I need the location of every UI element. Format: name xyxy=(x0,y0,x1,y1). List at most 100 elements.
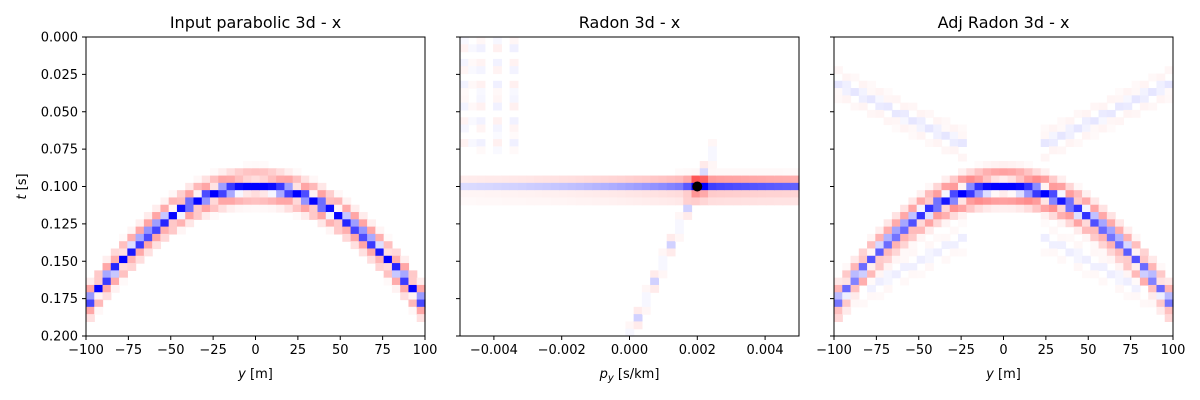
heatmap-cell xyxy=(517,175,527,184)
heatmap-cell xyxy=(958,124,967,133)
heatmap-cell xyxy=(367,219,376,228)
heatmap-cell xyxy=(493,131,502,140)
heatmap-cell xyxy=(875,248,885,257)
heatmap-cell xyxy=(683,204,693,213)
heatmap-cell xyxy=(941,241,951,250)
heatmap-cell xyxy=(933,212,943,220)
heatmap-cell xyxy=(724,175,734,184)
heatmap-cell xyxy=(185,182,195,191)
heatmap-cell xyxy=(625,190,635,199)
heatmap-cell xyxy=(325,197,335,206)
heatmap-cell xyxy=(1073,226,1083,235)
heatmap-cell xyxy=(493,139,502,147)
heatmap-cell xyxy=(891,117,901,126)
heatmap-cell xyxy=(699,182,709,191)
heatmap-cell xyxy=(1015,204,1025,213)
heatmap-cell xyxy=(375,255,385,264)
heatmap-cell xyxy=(883,241,893,250)
heatmap-cell xyxy=(367,255,376,264)
heatmap-cell xyxy=(1139,277,1149,286)
heatmap-cell xyxy=(550,190,560,199)
heatmap-cell xyxy=(176,212,186,220)
heatmap-cell xyxy=(534,197,544,206)
heatmap-cell xyxy=(300,190,310,199)
heatmap-cell xyxy=(716,190,726,199)
heatmap-cell xyxy=(484,197,494,206)
heatmap-cell xyxy=(559,175,569,184)
heatmap-cell xyxy=(641,299,651,308)
heatmap-cell xyxy=(1007,190,1017,199)
heatmap-cell xyxy=(1048,204,1058,213)
heatmap-cell xyxy=(476,44,486,53)
heatmap-cell xyxy=(900,219,910,228)
heatmap-cell xyxy=(916,233,926,242)
heatmap-cell xyxy=(1131,80,1141,89)
heatmap-cell xyxy=(400,270,410,279)
heatmap-cell xyxy=(900,263,910,271)
heatmap-cell xyxy=(982,175,992,184)
heatmap-cell xyxy=(883,219,893,228)
x-tick-label: −75 xyxy=(115,343,142,358)
heatmap-cell xyxy=(867,88,876,96)
heatmap-cell xyxy=(1057,124,1067,133)
heatmap-cell xyxy=(1106,226,1116,235)
heatmap-cell xyxy=(1123,263,1133,271)
heatmap-cell xyxy=(1131,109,1141,118)
heatmap-cell xyxy=(732,190,742,199)
heatmap-cell xyxy=(284,197,294,206)
heatmap-cell xyxy=(1115,88,1124,96)
heatmap-cell xyxy=(542,175,552,184)
heatmap-cell xyxy=(850,284,860,293)
heatmap-cell xyxy=(1164,88,1174,96)
heatmap-cell xyxy=(1156,292,1166,301)
heatmap-cell xyxy=(243,204,252,213)
heatmap-cell xyxy=(749,182,759,191)
heatmap-cell xyxy=(699,197,709,206)
heatmap-cell xyxy=(325,204,335,213)
heatmap-cell xyxy=(1015,168,1025,177)
heatmap-cell xyxy=(1123,226,1133,235)
heatmap-cell xyxy=(924,190,934,199)
heatmap-cell xyxy=(674,190,684,199)
heatmap-cell xyxy=(592,175,602,184)
heatmap-cell xyxy=(699,190,709,199)
heatmap-cell xyxy=(110,255,120,264)
heatmap-cell xyxy=(699,160,709,169)
heatmap-cell xyxy=(924,255,934,264)
heatmap-cell xyxy=(493,197,502,206)
heatmap-cell xyxy=(493,182,502,191)
x-tick-label: 0.004 xyxy=(746,343,783,358)
heatmap-cell xyxy=(176,190,186,199)
panel-title-3: Adj Radon 3d - x xyxy=(938,13,1070,32)
heatmap-cell xyxy=(468,102,478,111)
heatmap-cell xyxy=(375,226,385,235)
heatmap-cell xyxy=(757,175,767,184)
heatmap-cell xyxy=(251,175,261,184)
heatmap-cell xyxy=(592,190,602,199)
heatmap-cell xyxy=(468,182,478,191)
heatmap-cell xyxy=(900,255,910,264)
heatmap-cell xyxy=(966,182,976,191)
x-tick-label: 75 xyxy=(1122,343,1139,358)
panel-title-1: Input parabolic 3d - x xyxy=(170,13,341,32)
heatmap-cell xyxy=(468,58,478,67)
heatmap-cell xyxy=(251,190,261,199)
heatmap-cell xyxy=(991,204,1000,213)
heatmap-cell xyxy=(201,182,211,191)
heatmap-cell xyxy=(1123,255,1133,264)
heatmap-cell xyxy=(567,190,577,199)
heatmap-cell xyxy=(900,204,910,213)
heatmap-cell xyxy=(908,124,918,133)
heatmap-cell xyxy=(867,109,876,118)
heatmap-cell xyxy=(1065,117,1075,126)
heatmap-cell xyxy=(875,241,885,250)
heatmap-cell xyxy=(143,212,153,220)
heatmap-cell xyxy=(1156,270,1166,279)
heatmap-cell xyxy=(160,226,170,235)
heatmap-cell xyxy=(509,66,519,75)
heatmap-cell xyxy=(1139,270,1149,279)
heatmap-cell xyxy=(858,95,868,104)
heatmap-cell xyxy=(400,284,410,293)
heatmap-cell xyxy=(1098,233,1108,242)
heatmap-cell xyxy=(1164,299,1174,308)
